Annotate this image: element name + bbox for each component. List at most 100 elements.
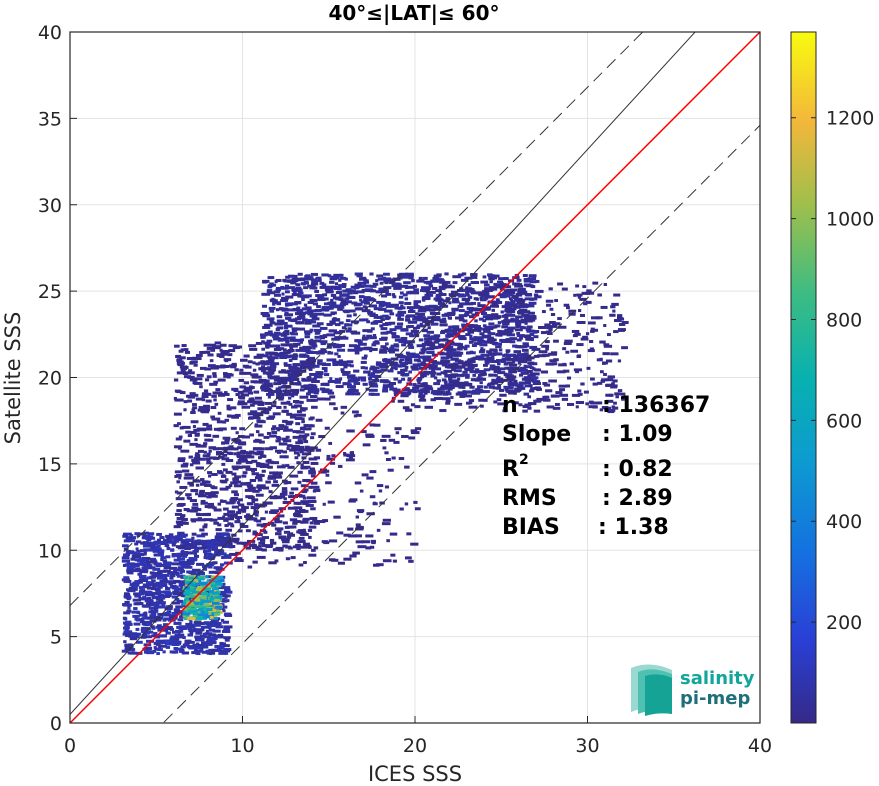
density-cell	[286, 317, 290, 321]
density-cell	[363, 346, 372, 350]
density-cell	[482, 319, 487, 323]
density-cell	[369, 336, 377, 340]
density-cell	[189, 483, 195, 487]
density-cell	[259, 465, 269, 469]
density-cell	[484, 283, 490, 287]
density-cell	[192, 590, 200, 594]
density-cell	[238, 378, 245, 382]
density-cell	[292, 342, 301, 346]
density-cell	[463, 347, 468, 351]
density-cell	[165, 534, 174, 538]
density-cell	[208, 590, 214, 594]
density-cell	[283, 336, 293, 340]
density-cell	[504, 316, 509, 320]
density-cell	[434, 364, 438, 368]
density-cell	[256, 537, 265, 541]
density-cell	[491, 367, 497, 371]
density-cell	[267, 290, 271, 294]
density-cell	[327, 274, 332, 278]
density-cell	[363, 370, 371, 374]
density-cell	[192, 406, 198, 410]
density-cell	[301, 307, 306, 311]
density-cell	[181, 425, 191, 429]
density-cell	[533, 335, 539, 339]
density-cell	[454, 359, 462, 363]
density-cell	[223, 554, 230, 558]
density-cell	[479, 298, 487, 302]
density-cell	[310, 338, 314, 342]
density-cell	[533, 409, 541, 413]
density-cell	[307, 386, 314, 390]
density-cell	[286, 444, 293, 448]
density-cell	[426, 347, 435, 351]
density-cell	[464, 381, 469, 385]
density-cell	[196, 562, 205, 566]
density-cell	[285, 545, 292, 549]
density-cell	[215, 605, 223, 609]
density-cell	[221, 462, 226, 466]
density-cell	[470, 291, 478, 295]
density-cell	[261, 454, 267, 458]
density-cell	[617, 389, 623, 393]
density-cell	[466, 401, 471, 405]
density-cell	[525, 376, 531, 380]
density-cell	[205, 405, 210, 409]
density-cell	[281, 369, 286, 373]
density-cell	[263, 341, 269, 345]
density-cell	[207, 505, 215, 509]
density-cell	[155, 584, 162, 588]
density-cell	[331, 303, 337, 307]
density-cell	[244, 371, 252, 375]
density-cell	[181, 549, 185, 553]
density-cell	[479, 348, 484, 352]
density-cell	[142, 585, 149, 589]
density-cell	[410, 403, 416, 407]
density-cell	[231, 472, 237, 476]
density-cell	[158, 634, 167, 638]
density-cell	[202, 587, 211, 591]
density-cell	[222, 436, 231, 440]
density-cell	[204, 513, 211, 517]
density-cell	[429, 358, 433, 362]
density-cell	[518, 373, 524, 377]
density-cell	[158, 593, 164, 597]
density-cell	[215, 553, 221, 557]
density-cell	[499, 283, 507, 287]
density-cell	[173, 525, 181, 529]
density-cell	[542, 398, 551, 402]
density-cell	[295, 543, 301, 547]
density-cell	[190, 420, 199, 424]
density-cell	[266, 384, 274, 388]
density-cell	[460, 351, 464, 355]
density-cell	[129, 637, 138, 641]
density-cell	[282, 521, 288, 525]
density-cell	[134, 558, 143, 562]
density-cell	[521, 313, 529, 317]
density-cell	[347, 534, 357, 538]
density-cell	[343, 557, 352, 561]
density-cell	[301, 378, 306, 382]
density-cell	[346, 360, 354, 364]
density-cell	[319, 326, 328, 330]
density-cell	[215, 528, 222, 532]
density-cell	[310, 432, 316, 436]
density-cell	[505, 338, 513, 342]
density-cell	[176, 371, 183, 375]
density-cell	[587, 321, 596, 325]
density-cell	[249, 347, 258, 351]
density-cell	[236, 518, 240, 522]
density-cell	[339, 362, 348, 366]
colorbar-tick-label: 400	[826, 511, 862, 533]
density-cell	[458, 365, 466, 369]
density-cell	[507, 307, 514, 311]
density-cell	[164, 629, 169, 633]
density-cell	[281, 437, 288, 441]
density-cell	[242, 389, 250, 393]
density-cell	[392, 335, 399, 339]
density-cell	[157, 601, 166, 605]
density-cell	[269, 434, 277, 438]
density-cell	[156, 605, 166, 609]
density-cell	[405, 318, 411, 322]
density-cell	[188, 455, 193, 459]
